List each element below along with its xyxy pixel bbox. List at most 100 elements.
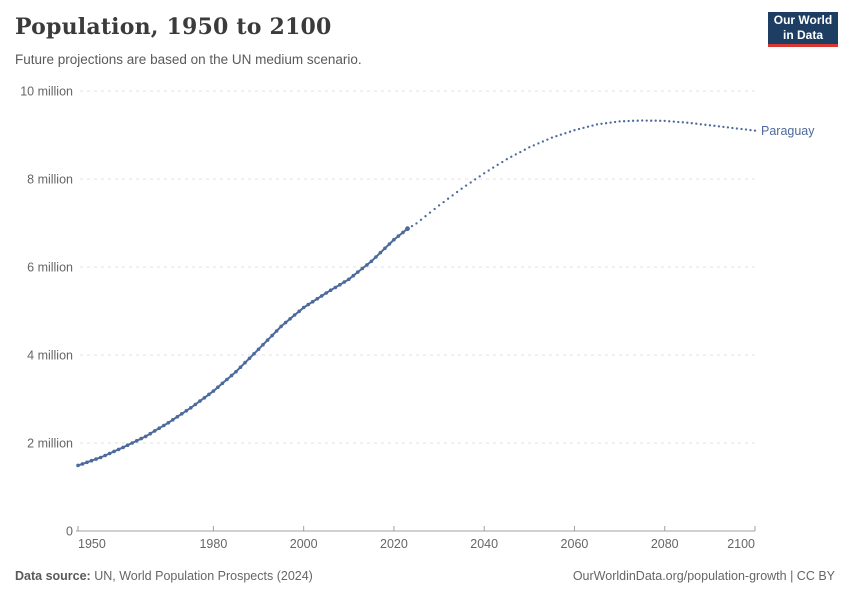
series-projection-point xyxy=(582,126,585,130)
series-historical-point xyxy=(301,305,306,310)
series-historical-point xyxy=(365,263,369,267)
series-projection-point xyxy=(455,190,459,194)
series-historical-point xyxy=(130,441,134,445)
series-projection-point xyxy=(740,127,743,131)
series-historical-point xyxy=(383,246,387,251)
series-projection-point xyxy=(577,127,581,131)
series-projection-point xyxy=(595,123,599,126)
data-source-text: UN, World Population Prospects (2024) xyxy=(94,569,313,583)
series-projection-point xyxy=(731,126,734,130)
series-projection-point xyxy=(451,194,454,197)
series-projection-point xyxy=(659,119,662,122)
series-projection-point xyxy=(510,155,513,158)
series-projection-point xyxy=(564,132,567,135)
series-projection-point xyxy=(437,204,441,207)
series-historical-point xyxy=(76,463,80,468)
series-projection-point xyxy=(690,122,693,125)
series-projection-point xyxy=(735,127,739,130)
series-projection-point xyxy=(613,120,617,124)
series-projection-point xyxy=(668,120,671,123)
x-axis-label: 2100 xyxy=(727,537,755,551)
series-historical-point xyxy=(324,291,329,295)
series-historical-point xyxy=(148,431,152,436)
series-projection-point xyxy=(419,218,423,221)
series-projection-point xyxy=(514,153,517,156)
series-historical-point xyxy=(152,429,157,433)
x-axis-label: 2000 xyxy=(290,537,318,551)
y-axis-label: 8 million xyxy=(27,173,73,187)
series-projection-point xyxy=(519,150,522,154)
series-projection-point xyxy=(677,120,680,124)
series-projection-point xyxy=(604,122,608,125)
series-historical-point xyxy=(401,230,405,235)
series-projection-point xyxy=(713,124,716,127)
series-historical-line[interactable] xyxy=(77,227,409,467)
x-axis-label: 1980 xyxy=(199,537,227,551)
series-historical-point xyxy=(374,255,378,259)
series-projection-point xyxy=(532,144,535,147)
series-projection-point xyxy=(573,129,576,132)
series-projection-point xyxy=(627,119,630,123)
owid-logo[interactable]: Our World in Data xyxy=(768,12,838,47)
series-projection-point xyxy=(541,140,545,143)
series-historical-point xyxy=(166,421,171,425)
series-historical-point xyxy=(180,412,184,416)
series-historical-point xyxy=(98,455,103,460)
series-projection-point xyxy=(433,207,436,211)
series-projection-point xyxy=(424,215,427,218)
series-historical-point xyxy=(378,250,383,255)
series-projection-point xyxy=(474,178,477,181)
series-historical-point xyxy=(175,415,180,419)
series-projection-point xyxy=(663,119,666,123)
series-historical-point xyxy=(211,389,216,393)
series-projection-point xyxy=(749,128,752,132)
chart-subtitle: Future projections are based on the UN m… xyxy=(15,52,362,67)
series-historical-point xyxy=(392,237,396,242)
series-historical-point xyxy=(396,234,401,238)
series-historical-point xyxy=(274,329,279,333)
series-projection-point xyxy=(622,120,626,123)
series-historical-point xyxy=(351,273,356,278)
owid-logo-line2: in Data xyxy=(782,28,823,42)
series-projection-point xyxy=(609,121,612,124)
x-axis-label: 2040 xyxy=(470,537,498,551)
series-projection-point xyxy=(686,121,689,124)
series-projection-point xyxy=(654,119,657,122)
series-projection-point xyxy=(496,163,499,166)
y-axis-label: 6 million xyxy=(27,261,73,275)
series-projection-point xyxy=(501,160,504,164)
series-projection-point xyxy=(650,119,653,122)
series-projection-point xyxy=(753,129,757,132)
series-projection-point xyxy=(717,125,721,128)
series-projection-point xyxy=(641,119,644,122)
series-historical-point xyxy=(157,426,161,431)
series-projection-point xyxy=(636,119,639,122)
series-projection-point xyxy=(428,211,432,214)
series-historical-point xyxy=(121,445,125,450)
series-historical-point xyxy=(216,385,220,390)
series-historical-point xyxy=(310,299,315,304)
series-historical-point xyxy=(297,309,302,314)
series-historical-point xyxy=(207,392,211,397)
x-axis-label: 2020 xyxy=(380,537,408,551)
series-historical-point xyxy=(198,399,202,403)
series-projection-point xyxy=(744,128,748,131)
series-projection-point xyxy=(464,184,468,187)
series-historical-point xyxy=(270,333,274,338)
series-projection-point xyxy=(645,119,648,122)
series-projection-point xyxy=(695,122,698,125)
series-projection-point xyxy=(537,142,540,145)
series-historical-point xyxy=(347,277,351,282)
series-historical-point xyxy=(387,242,392,246)
series-projection-point xyxy=(469,181,472,184)
series-historical-point xyxy=(265,338,270,342)
series-projection-point xyxy=(483,172,486,175)
owid-logo-line1: Our World xyxy=(773,13,833,28)
series-projection-point xyxy=(446,197,450,200)
series-historical-point xyxy=(103,453,107,458)
data-source-label: Data source: xyxy=(15,569,91,583)
series-historical-point xyxy=(85,460,89,465)
rights-link[interactable]: OurWorldinData.org/population-growth | C… xyxy=(572,569,835,583)
